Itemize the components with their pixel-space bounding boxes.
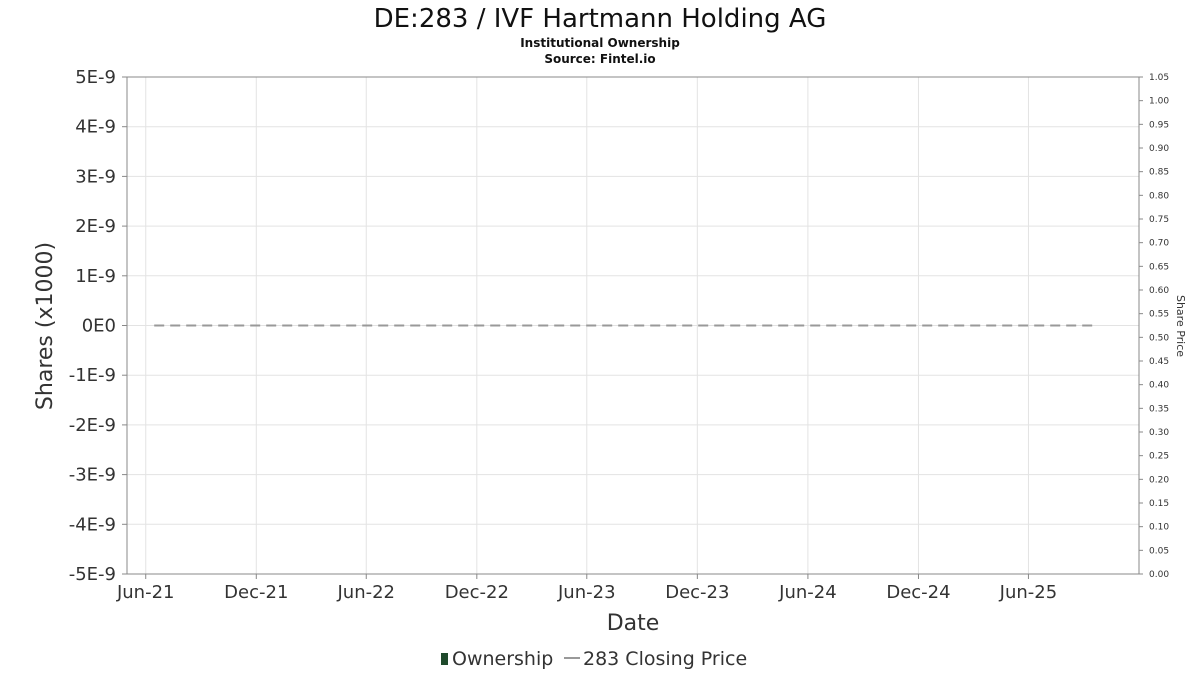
y-right-tick-label: 0.30: [1149, 428, 1169, 438]
legend-label-closing-price: 283 Closing Price: [583, 648, 747, 670]
y-tick-label: -2E-9: [69, 415, 116, 436]
x-tick-label: Jun-25: [999, 582, 1058, 603]
y-tick-label: -3E-9: [69, 465, 116, 486]
y-right-tick-label: 0.95: [1149, 120, 1169, 130]
y-right-tick-label: 1.05: [1149, 73, 1169, 83]
y-tick-label: -1E-9: [69, 365, 116, 386]
y-right-tick-label: 0.80: [1149, 191, 1169, 201]
y-right-tick-label: 0.25: [1149, 452, 1169, 462]
x-tick-label: Jun-21: [116, 582, 175, 603]
left-axis-ticks: 5E-9 4E-9 3E-9 2E-9 1E-9 0E0 -1E-9 -2E-9 -3E-9 -4…: [69, 67, 127, 585]
y-right-tick-label: 1.00: [1149, 97, 1169, 107]
x-axis-ticks: Jun-21 Dec-21 Jun-22 Dec-22 Jun-23 Dec-23 Jun-…: [116, 574, 1057, 603]
y-right-tick-label: 0.40: [1149, 381, 1169, 391]
y-tick-label: -5E-9: [69, 564, 116, 585]
x-tick-label: Jun-24: [778, 582, 837, 603]
y-right-tick-label: 0.35: [1149, 404, 1169, 414]
x-tick-label: Dec-23: [665, 582, 729, 603]
x-tick-label: Dec-24: [886, 582, 950, 603]
y-right-tick-label: 0.55: [1149, 310, 1169, 320]
legend-swatch-ownership: [441, 653, 448, 665]
chart-subtitle-line-1: Institutional Ownership: [520, 36, 680, 50]
y-tick-label: 3E-9: [75, 166, 116, 187]
y-tick-label: 4E-9: [75, 117, 116, 138]
y-tick-label: 5E-9: [75, 67, 116, 88]
y-axis-label: Shares (x1000): [33, 242, 58, 410]
y-right-tick-label: 0.05: [1149, 546, 1169, 556]
y-right-tick-label: 0.60: [1149, 286, 1169, 296]
x-tick-label: Dec-21: [224, 582, 288, 603]
x-tick-label: Jun-22: [336, 582, 395, 603]
y-tick-label: 1E-9: [75, 266, 116, 287]
right-axis-ticks: 1.05 1.00 0.95 0.90 0.85 0.80 0.75 0.70 0.65 0.60…: [1139, 73, 1169, 580]
y-right-tick-label: 0.15: [1149, 499, 1169, 509]
y-right-tick-label: 0.90: [1149, 144, 1169, 154]
x-axis-label: Date: [607, 611, 660, 636]
chart-title: DE:283 / IVF Hartmann Holding AG: [374, 4, 827, 34]
y-right-tick-label: 0.45: [1149, 357, 1169, 367]
y-right-tick-label: 0.20: [1149, 475, 1169, 485]
x-tick-label: Jun-23: [557, 582, 616, 603]
y-right-tick-label: 0.65: [1149, 262, 1169, 272]
y-tick-label: -4E-9: [69, 514, 116, 535]
y-right-tick-label: 0.70: [1149, 239, 1169, 249]
legend-label-ownership: Ownership: [452, 648, 553, 670]
legend: Ownership 283 Closing Price: [441, 648, 747, 670]
y-right-tick-label: 0.10: [1149, 523, 1169, 533]
y-tick-label: 0E0: [82, 316, 116, 337]
y-right-tick-label: 0.75: [1149, 215, 1169, 225]
y-right-tick-label: 0.85: [1149, 168, 1169, 178]
y-right-tick-label: 0.50: [1149, 333, 1169, 343]
x-tick-label: Dec-22: [445, 582, 509, 603]
y-axis-right-label: Share Price: [1174, 295, 1187, 357]
y-right-tick-label: 0.00: [1149, 570, 1169, 580]
y-tick-label: 2E-9: [75, 216, 116, 237]
chart-subtitle-line-2: Source: Fintel.io: [544, 52, 655, 66]
